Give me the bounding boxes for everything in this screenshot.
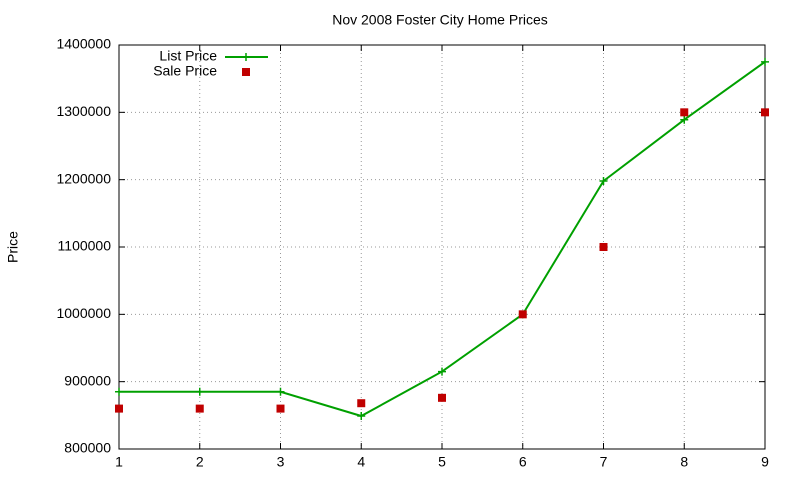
y-tick-label: 1400000 <box>56 36 111 52</box>
data-point <box>599 177 608 186</box>
y-tick-label: 1300000 <box>56 103 111 119</box>
x-tick-label: 2 <box>196 454 204 470</box>
legend-label: Sale Price <box>153 63 217 79</box>
series-line <box>119 61 766 418</box>
data-point <box>276 387 285 396</box>
data-point <box>115 404 123 413</box>
data-point <box>518 310 527 319</box>
x-tick-label: 9 <box>761 454 769 470</box>
data-point <box>438 367 446 376</box>
y-tick-label: 1100000 <box>58 238 112 254</box>
data-point <box>599 243 608 251</box>
y-tick-label: 1000000 <box>56 305 111 321</box>
x-tick-label: 8 <box>680 454 688 470</box>
x-tick-label: 3 <box>277 454 285 470</box>
data-point <box>115 387 123 396</box>
data-point <box>195 387 204 396</box>
data-point <box>357 399 366 408</box>
y-axis-label: Price <box>5 231 21 263</box>
y-tick-label: 1200000 <box>56 170 111 186</box>
data-point <box>761 108 769 117</box>
x-tick-label: 4 <box>357 454 365 470</box>
y-tick-label: 900000 <box>64 372 111 388</box>
data-point <box>357 412 366 421</box>
legend-label: List Price <box>159 48 217 64</box>
data-point <box>195 404 204 413</box>
x-tick-label: 1 <box>115 454 123 470</box>
chart-title: Nov 2008 Foster City Home Prices <box>332 12 548 28</box>
x-tick-label: 5 <box>438 454 446 470</box>
x-tick-label: 6 <box>519 454 527 470</box>
data-point <box>438 393 446 402</box>
data-point <box>761 57 769 66</box>
plot-frame <box>118 44 766 450</box>
data-point <box>680 108 689 117</box>
y-tick-label: 800000 <box>64 440 111 456</box>
data-point <box>680 115 689 124</box>
x-tick-label: 7 <box>600 454 608 470</box>
legend-swatch <box>242 68 250 76</box>
data-point <box>276 404 285 413</box>
legend-swatch <box>242 53 250 61</box>
